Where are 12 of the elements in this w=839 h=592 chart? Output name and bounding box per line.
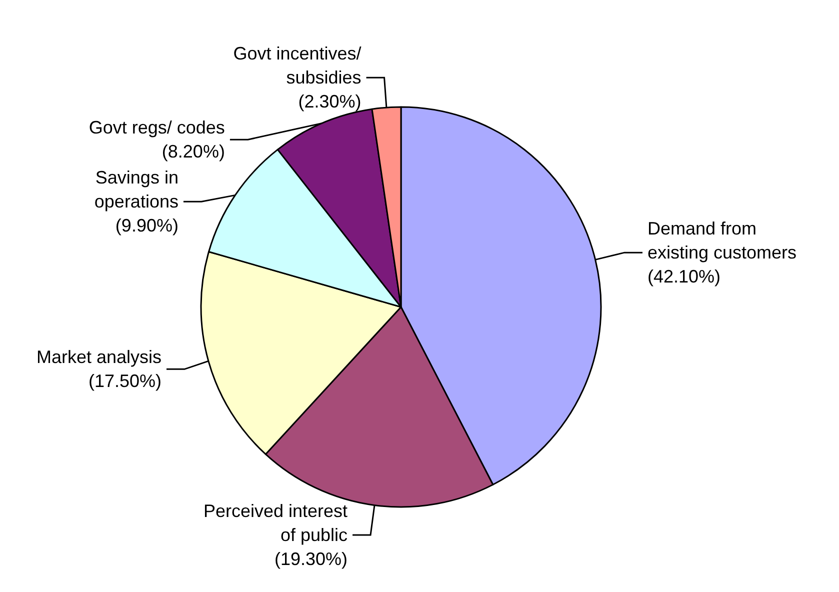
data-label: (17.50%): [88, 371, 162, 392]
data-label: (8.20%): [162, 142, 225, 162]
slice-label: Govt incentives/ subsidies: [233, 44, 362, 88]
data-label: (9.90%): [115, 216, 178, 236]
data-label: (42.10%): [647, 266, 721, 287]
data-label: (2.30%): [298, 92, 362, 112]
slice-label: Govt regs/ codes: [88, 118, 225, 138]
slice-label: Savings in operations: [94, 168, 178, 212]
slice-label: Perceived interest of public: [203, 500, 348, 545]
slice-label: Market analysis: [36, 347, 162, 368]
data-label: (19.30%): [274, 548, 348, 569]
slice-label: Demand from existing customers: [647, 218, 797, 263]
